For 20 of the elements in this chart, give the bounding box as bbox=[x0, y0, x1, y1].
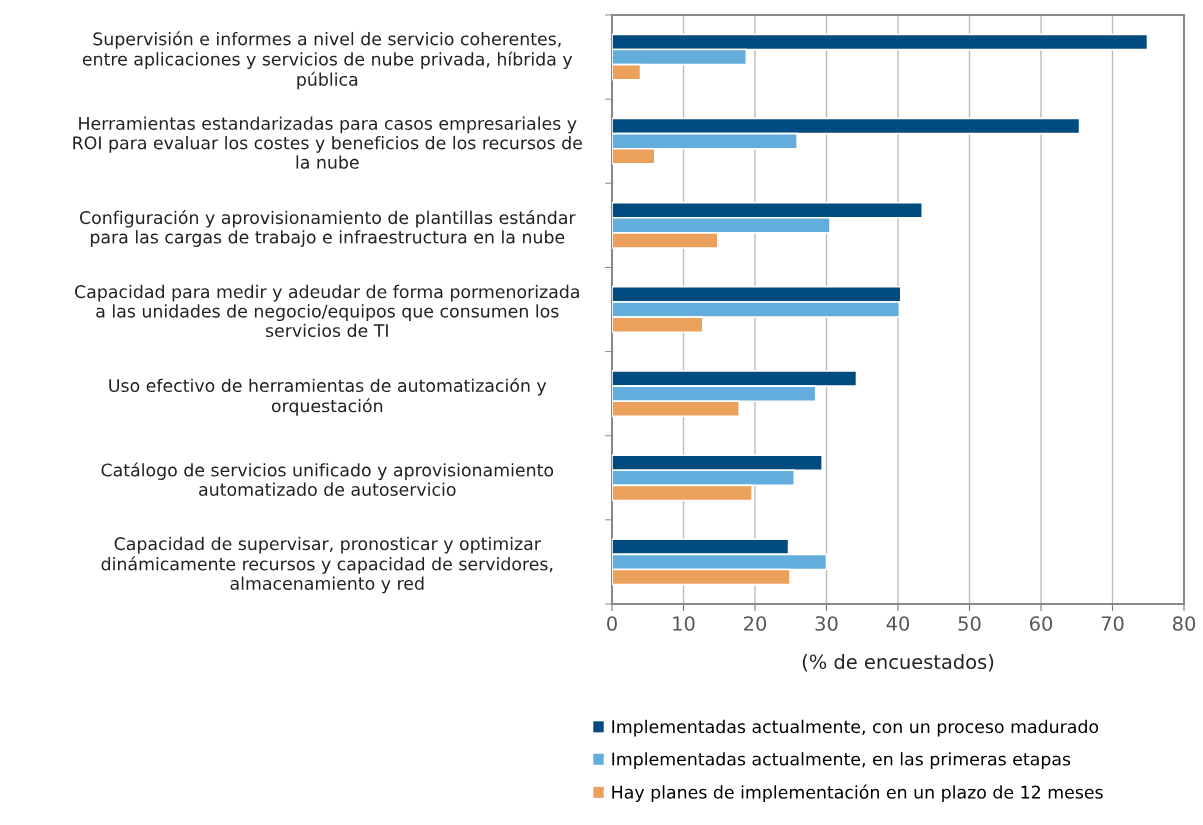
legend-label: Hay planes de implementación en un plazo de 12 meses bbox=[612, 784, 1103, 803]
y-tick-label: Supervisión e informes a nivel de servicio coherentes, entre aplicaciones y servicios de nube privada, híbrida y pública bbox=[82, 31, 573, 90]
y-tick-label: Capacidad para medir y adeudar de forma pormenorizada a las unidades de negocio/equipos que consumen los servicios de TI bbox=[75, 284, 579, 338]
x-tick-label: 0 bbox=[607, 616, 617, 631]
y-tick-label: Uso efectivo de herramientas de automatización y orquestación bbox=[109, 377, 547, 416]
x-tick-label: 70 bbox=[1101, 616, 1124, 631]
legend-label: Implementadas actualmente, con un proceso madurado bbox=[612, 719, 1099, 737]
x-tick-label: 10 bbox=[673, 616, 695, 631]
x-tick-label: 50 bbox=[958, 616, 981, 631]
x-tick-label: 60 bbox=[1029, 616, 1053, 631]
x-tick-label: 80 bbox=[1172, 616, 1196, 631]
x-tick-label: 30 bbox=[815, 616, 838, 631]
x-axis-title: (% de encuestados) bbox=[802, 654, 994, 672]
y-tick-label: Capacidad de supervisar, pronosticar y optimizar dinámicamente recursos y capacidad de servidores, almacenamiento y red bbox=[101, 536, 553, 594]
x-tick-label: 20 bbox=[744, 616, 767, 631]
x-tick-label: 40 bbox=[886, 616, 910, 631]
legend-label: Implementadas actualmente, en las primeras etapas bbox=[612, 752, 1071, 769]
y-tick-label: Configuración y aprovisionamiento de plantillas estándar para las cargas de trabajo e infraestructura en la nube bbox=[79, 210, 576, 247]
y-tick-label: Catálogo de servicios unificado y aprovisionamiento automatizado de autoservicio bbox=[101, 462, 554, 497]
y-tick-label: Herramientas estandarizadas para casos empresariales y ROI para evaluar los costes y beneficios de los recursos de la nube bbox=[73, 116, 582, 169]
